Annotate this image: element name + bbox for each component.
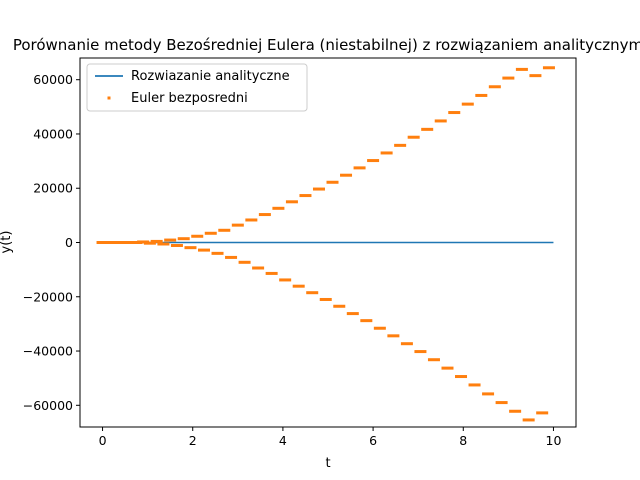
euler-point: [191, 234, 204, 238]
euler-point: [258, 213, 271, 217]
y-tick-label: 60000: [33, 72, 73, 87]
euler-point: [468, 383, 481, 387]
euler-point: [427, 358, 440, 362]
y-axis-label: y(t): [0, 231, 14, 254]
euler-point: [143, 241, 156, 245]
euler-point: [373, 326, 386, 330]
euler-point: [110, 241, 123, 244]
euler-point: [103, 241, 116, 244]
euler-point: [360, 319, 373, 323]
euler-point: [461, 102, 474, 106]
euler-point: [367, 159, 380, 163]
euler-point: [346, 312, 359, 316]
euler-point: [157, 242, 170, 246]
euler-point: [387, 334, 400, 338]
euler-point: [96, 241, 109, 244]
x-axis-label: t: [325, 456, 330, 471]
euler-point: [170, 243, 183, 247]
y-tick-label: −20000: [23, 289, 73, 304]
euler-point: [475, 93, 488, 97]
euler-point: [340, 173, 353, 177]
euler-point: [164, 238, 177, 242]
y-tick-label: 20000: [33, 181, 73, 196]
y-tick-label: −60000: [23, 398, 73, 413]
euler-point: [421, 127, 434, 131]
euler-point: [130, 241, 143, 244]
legend-box: [86, 63, 308, 112]
euler-point: [326, 180, 339, 184]
euler-point: [441, 366, 454, 370]
chart-title: Porównanie metody Bezośredniej Eulera (n…: [13, 36, 640, 54]
euler-point: [238, 260, 251, 264]
euler-point: [299, 194, 312, 198]
y-tick-label: −40000: [23, 344, 73, 359]
euler-point: [529, 74, 542, 78]
x-tick-label: 4: [279, 433, 287, 448]
euler-point: [272, 206, 285, 210]
euler-point: [312, 187, 325, 191]
euler-point: [150, 239, 163, 243]
euler-point: [333, 304, 346, 308]
euler-point: [400, 342, 413, 346]
x-tick-label: 0: [99, 433, 107, 448]
euler-point: [292, 284, 305, 288]
euler-point: [448, 111, 461, 115]
y-ticks: −60000 −40000 −20000 0 20000 40000 60000: [23, 72, 80, 413]
euler-point: [353, 166, 366, 170]
plot-area: [96, 66, 555, 422]
euler-point: [137, 240, 150, 244]
euler-point: [265, 271, 278, 275]
x-tick-label: 2: [189, 433, 197, 448]
euler-point: [231, 223, 244, 227]
euler-point: [455, 375, 468, 379]
euler-point: [542, 66, 555, 70]
euler-point: [184, 246, 197, 250]
euler-point: [123, 241, 136, 244]
euler-point: [279, 278, 292, 282]
euler-point: [252, 266, 265, 270]
euler-point: [394, 143, 407, 147]
euler-point: [380, 151, 393, 155]
euler-point: [407, 135, 420, 139]
euler-point: [515, 67, 528, 71]
y-tick-label: 40000: [33, 126, 73, 141]
y-tick-label: 0: [65, 235, 73, 250]
euler-point: [482, 392, 495, 396]
x-tick-label: 6: [369, 433, 377, 448]
euler-point: [509, 409, 522, 413]
legend: Rozwiazanie analityczne Euler bezposredn…: [86, 63, 308, 112]
euler-point: [502, 76, 515, 80]
legend-label-analytic: Rozwiazanie analityczne: [131, 69, 290, 84]
euler-point: [204, 231, 217, 235]
euler-point: [522, 418, 535, 422]
euler-point: [225, 255, 238, 259]
euler-point: [116, 241, 129, 244]
euler-point: [495, 401, 508, 405]
legend-label-euler: Euler bezposredni: [131, 91, 248, 106]
euler-point: [245, 218, 258, 222]
euler-point: [414, 350, 427, 354]
legend-swatch-euler: [107, 96, 111, 100]
euler-point: [306, 291, 319, 295]
euler-point: [218, 228, 231, 232]
euler-point: [285, 200, 298, 204]
euler-point: [177, 237, 190, 241]
euler-point: [536, 411, 549, 415]
x-tick-label: 10: [546, 433, 562, 448]
euler-point: [434, 119, 447, 123]
x-tick-label: 8: [459, 433, 467, 448]
x-ticks: 0 2 4 6 8 10: [99, 427, 562, 448]
euler-point: [198, 248, 210, 252]
euler-point: [211, 251, 224, 255]
euler-point: [488, 85, 501, 89]
euler-point: [319, 297, 332, 301]
